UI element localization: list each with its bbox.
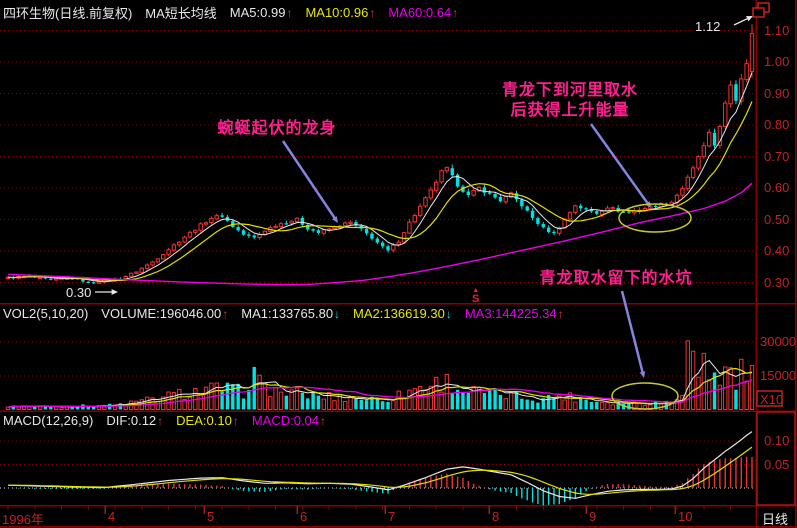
annotation-water-pit: 青龙取水留下的水坑	[539, 270, 693, 287]
macd-pane-header: MACD(12,26,9) DIF:0.12 ↑ DEA:0.10 ↑ MACD…	[3, 413, 326, 428]
up-arrow-icon: ↑	[286, 5, 293, 20]
annotation-water-fetch-line2: 后获得上升能量	[510, 102, 630, 119]
macd-pane	[7, 431, 753, 506]
month-label: 8	[492, 509, 500, 524]
month-label: 10	[678, 509, 693, 524]
month-label: 5	[207, 509, 215, 524]
ma5-value: MA5:0.99 ↑	[229, 5, 293, 20]
up-arrow-icon: ↑	[232, 413, 239, 428]
month-label: 9	[589, 509, 597, 524]
peak-price-label: 1.12	[695, 19, 721, 34]
up-arrow-icon: ↑	[157, 413, 164, 428]
up-arrow-icon: ↑	[369, 5, 376, 20]
year-label: 1996年	[2, 512, 44, 527]
volume-indicator-name: VOL2(5,10,20)	[3, 306, 89, 321]
restore-window-icon[interactable]	[750, 1, 776, 21]
macd-indicator-name: MACD(12,26,9)	[3, 413, 94, 428]
overlays	[95, 16, 796, 506]
up-arrow-icon: ↑	[557, 306, 564, 321]
up-arrow-icon: ↑	[320, 413, 327, 428]
annotation-water-fetch: 青龙下到河里取水 后获得上升能量	[502, 81, 638, 121]
ma-indicator-name: MA短长均线	[145, 6, 217, 21]
price-axis-tick: 1.10	[764, 22, 790, 38]
macd-axis-tick: 0.05	[764, 456, 790, 472]
volume-pane	[5, 340, 755, 411]
ma60-value: MA60:0.64 ↑	[388, 5, 459, 20]
chart-title: 四环生物(日线.前复权)	[3, 6, 133, 21]
dea-value: DEA:0.10 ↑	[176, 413, 239, 428]
period-label[interactable]: 日线	[762, 512, 789, 527]
volume-multiplier-label: X10	[760, 392, 784, 407]
volume-pane-header: VOL2(5,10,20) VOLUME:196046.00 ↑ MA1:133…	[3, 306, 564, 321]
dif-value: DIF:0.12 ↑	[106, 413, 164, 428]
price-pane	[5, 24, 755, 286]
up-arrow-icon: ↑	[222, 306, 229, 321]
price-axis-tick: 1.00	[764, 54, 790, 69]
event-marker-s: ▲ S	[472, 287, 480, 305]
ma10-value: MA10:0.96 ↑	[305, 5, 376, 20]
volume-ma3-value: MA3:144225.34 ↑	[464, 306, 564, 321]
volume-axis-tick: 30000	[760, 334, 797, 349]
volume-value: VOLUME:196046.00 ↑	[101, 306, 229, 321]
month-label: 6	[300, 509, 308, 524]
month-label: 7	[388, 509, 396, 524]
month-label: 4	[108, 509, 116, 524]
macd-axis-tick: 0.10	[764, 433, 790, 448]
price-axis-tick: 0.60	[764, 180, 790, 195]
volume-ma2-value: MA2:136619.30 ↓	[353, 306, 452, 321]
price-axis-tick: 0.80	[764, 117, 790, 132]
macd-value: MACD:0.04 ↑	[251, 413, 327, 428]
price-axis-tick: 0.90	[764, 85, 790, 101]
price-pane-header: 四环生物(日线.前复权) MA短长均线 MA5:0.99 ↑ MA10:0.96…	[3, 3, 458, 22]
down-arrow-icon: ↓	[334, 306, 341, 321]
marker-arrow-icon: ▲	[472, 287, 480, 294]
annotation-dragon-body: 蜿蜒起伏的龙身	[217, 120, 337, 137]
annotation-water-fetch-line1: 青龙下到河里取水	[501, 82, 639, 99]
up-arrow-icon: ↑	[452, 5, 459, 20]
low-price-label: 0.30	[66, 285, 92, 300]
volume-ma1-value: MA1:133765.80 ↓	[241, 306, 341, 321]
price-axis-tick: 0.70	[764, 148, 790, 164]
price-axis-tick: 0.30	[764, 274, 790, 290]
price-axis-tick: 0.50	[764, 211, 790, 227]
volume-axis-tick: 15000	[760, 368, 797, 383]
marker-letter: S	[472, 293, 480, 305]
down-arrow-icon: ↓	[445, 306, 452, 321]
price-axis-tick: 0.40	[764, 243, 790, 258]
